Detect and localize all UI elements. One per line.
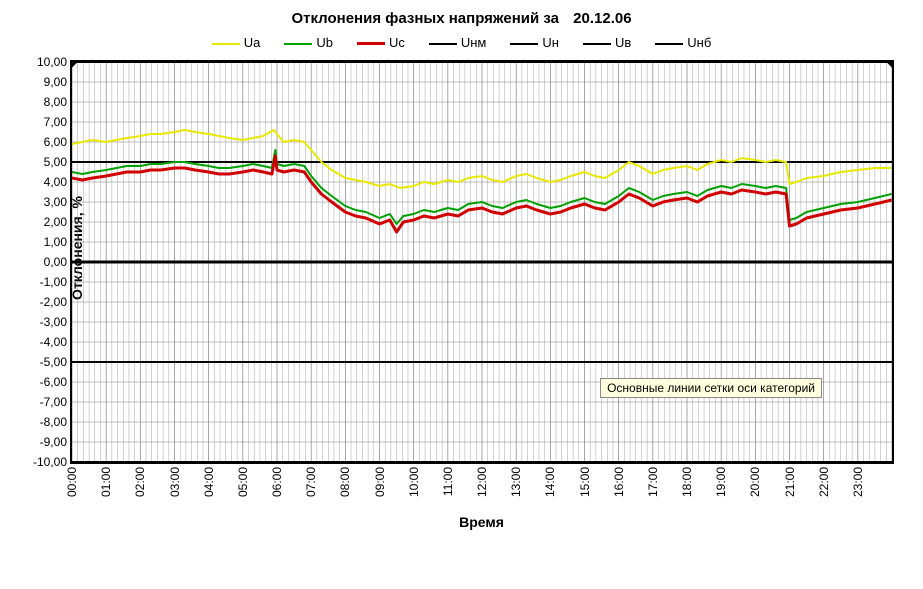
x-tick-label: 04:00 [202,467,216,497]
x-tick-label: 11:00 [441,467,455,496]
y-tick-label: 8,00 [44,95,67,109]
legend-item: Uн [510,35,559,50]
x-tick-label: 05:00 [236,467,250,497]
x-tick-label: 13:00 [509,467,523,497]
x-tick-label: 21:00 [783,467,797,497]
x-tick-label: 22:00 [817,467,831,497]
legend-swatch [212,43,240,45]
title-text: Отклонения фазных напряжений за [291,10,559,27]
y-tick-label: 3,00 [44,195,67,209]
x-tick-label: 10:00 [407,467,421,497]
callout-text: Основные линии сетки оси категорий [607,381,815,395]
legend-label: Uнб [687,35,711,50]
y-tick-label: -1,00 [40,275,67,289]
x-tick-label: 01:00 [99,467,113,497]
legend-item: Uc [357,35,405,50]
x-tick-label: 20:00 [748,467,762,497]
legend-label: Uн [542,35,559,50]
y-tick-label: -9,00 [40,435,67,449]
legend-swatch [510,43,538,45]
legend-label: Ub [316,35,333,50]
legend-label: Uнм [461,35,487,50]
legend-swatch [583,43,611,45]
y-tick-label: -4,00 [40,335,67,349]
y-tick-label: -2,00 [40,295,67,309]
y-tick-label: 10,00 [37,55,67,69]
y-tick-label: -5,00 [40,355,67,369]
legend-swatch [284,43,312,45]
x-tick-label: 03:00 [168,467,182,497]
legend: Ua Ub Uc Uнм Uн Uв Uнб [10,35,913,50]
x-tick-label: 06:00 [270,467,284,497]
legend-item: Uнб [655,35,711,50]
y-tick-label: 9,00 [44,75,67,89]
chart-area: Отклонения, % Основные линии сетки оси к… [70,60,893,530]
title-date: 20.12.06 [573,10,631,27]
x-tick-label: 16:00 [612,467,626,497]
legend-swatch [357,42,385,45]
plot-surface: Основные линии сетки оси категорий -10,0… [70,60,894,464]
x-tick-label: 08:00 [338,467,352,497]
y-tick-label: 6,00 [44,135,67,149]
x-tick-label: 15:00 [578,467,592,497]
y-tick-label: 0,00 [44,255,67,269]
x-tick-label: 17:00 [646,467,660,497]
y-tick-label: 5,00 [44,155,67,169]
plot-svg [72,62,892,462]
y-tick-label: -6,00 [40,375,67,389]
legend-swatch [655,43,683,45]
x-axis-label: Время [70,514,893,530]
legend-swatch [429,43,457,45]
x-tick-label: 19:00 [714,467,728,497]
legend-item: Ua [212,35,261,50]
x-tick-label: 00:00 [65,467,79,497]
x-tick-label: 14:00 [543,467,557,497]
y-tick-label: -8,00 [40,415,67,429]
x-tick-label: 23:00 [851,467,865,497]
y-tick-label: -7,00 [40,395,67,409]
legend-item: Ub [284,35,333,50]
y-tick-label: 4,00 [44,175,67,189]
x-tick-label: 09:00 [373,467,387,497]
y-tick-label: -3,00 [40,315,67,329]
legend-item: Uв [583,35,631,50]
legend-item: Uнм [429,35,487,50]
legend-label: Ua [244,35,261,50]
grid-callout: Основные линии сетки оси категорий [600,378,822,398]
x-tick-label: 18:00 [680,467,694,497]
y-tick-label: 1,00 [44,235,67,249]
legend-label: Uc [389,35,405,50]
y-tick-label: -10,00 [33,455,67,469]
x-tick-label: 02:00 [133,467,147,497]
chart-title: Отклонения фазных напряжений за 20.12.06 [10,10,913,27]
y-tick-label: 7,00 [44,115,67,129]
legend-label: Uв [615,35,631,50]
y-tick-label: 2,00 [44,215,67,229]
x-tick-label: 07:00 [304,467,318,497]
x-tick-label: 12:00 [475,467,489,497]
